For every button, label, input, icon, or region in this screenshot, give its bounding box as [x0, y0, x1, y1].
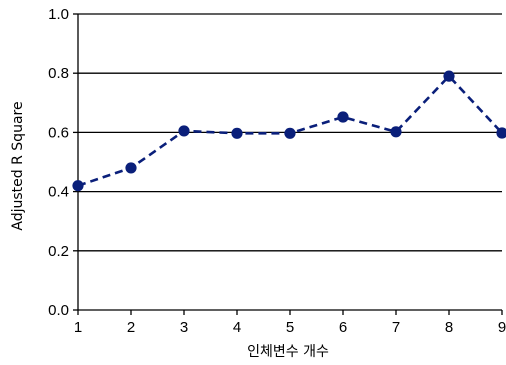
y-tick-label: 0.2: [48, 243, 69, 260]
y-tick-label: 1.0: [48, 6, 69, 23]
data-point-7: [390, 126, 402, 138]
y-axis-title: Adjusted R Square: [10, 101, 26, 230]
y-tick-label: 0.0: [48, 302, 69, 319]
data-point-5: [284, 127, 296, 139]
x-tick-label: 9: [498, 319, 506, 336]
data-point-1: [72, 180, 84, 192]
data-point-2: [125, 162, 137, 174]
y-tick-label: 0.8: [48, 65, 69, 82]
x-tick-label: 8: [445, 319, 453, 336]
x-tick-label: 3: [180, 319, 188, 336]
data-point-3: [178, 125, 190, 137]
axes: [73, 13, 503, 315]
x-tick-label: 1: [74, 319, 82, 336]
data-point-6: [337, 111, 349, 123]
series: [72, 70, 506, 192]
x-tick-label: 4: [233, 319, 241, 336]
y-tick-label: 0.6: [48, 124, 69, 141]
data-point-8: [443, 70, 455, 82]
tick-labels: 0.0 0.2 0.4 0.6 0.8 1.0 1 2 3 4 5 6 7 8 9: [48, 6, 506, 336]
x-axis-title: 인체변수 개수: [247, 344, 329, 360]
data-point-9: [496, 127, 506, 139]
x-tick-label: 2: [127, 319, 135, 336]
x-tick-label: 6: [339, 319, 347, 336]
y-tick-label: 0.4: [48, 184, 69, 201]
x-tick-label: 5: [286, 319, 294, 336]
data-point-4: [231, 127, 243, 139]
x-tick-label: 7: [392, 319, 400, 336]
